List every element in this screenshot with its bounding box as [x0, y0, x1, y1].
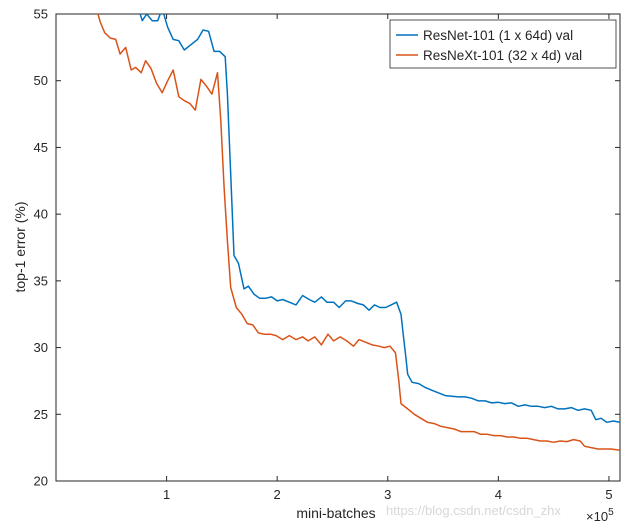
y-tick-label: 20 [34, 474, 48, 489]
x-axis-exponent: ×105 [586, 507, 614, 524]
y-tick-label: 50 [34, 73, 48, 88]
series-line-resnet [139, 14, 620, 424]
x-tick-label: 3 [384, 487, 391, 502]
x-axis-ticks: 1 2 3 4 5 [163, 14, 613, 502]
x-tick-label: 4 [495, 487, 502, 502]
y-tick-label: 35 [34, 273, 48, 288]
legend-label-resnet: ResNet-101 (1 x 64d) val [423, 28, 573, 43]
legend: ResNet-101 (1 x 64d) val ResNeXt-101 (32… [389, 19, 617, 69]
series-line-resnext [97, 14, 620, 452]
y-tick-label: 25 [34, 407, 48, 422]
x-axis-label: mini-batches [296, 505, 375, 521]
y-tick-label: 55 [34, 7, 48, 22]
series-layer [97, 14, 620, 452]
y-axis-ticks: 20 25 30 35 40 45 50 55 [34, 7, 620, 489]
watermark-text: https://blog.csdn.net/csdn_zhx [386, 503, 561, 518]
x-tick-label: 1 [163, 487, 170, 502]
y-tick-label: 45 [34, 140, 48, 155]
y-tick-label: 30 [34, 340, 48, 355]
legend-box [389, 19, 617, 69]
x-axis-exponent-power: 5 [608, 507, 614, 518]
legend-label-resnext: ResNeXt-101 (32 x 4d) val [423, 48, 582, 63]
plot-frame [55, 13, 621, 482]
x-axis-exponent-base: ×10 [586, 509, 608, 524]
x-tick-label: 5 [605, 487, 612, 502]
x-tick-label: 2 [274, 487, 281, 502]
y-axis-label: top-1 error (%) [12, 201, 28, 292]
y-tick-label: 40 [34, 207, 48, 222]
